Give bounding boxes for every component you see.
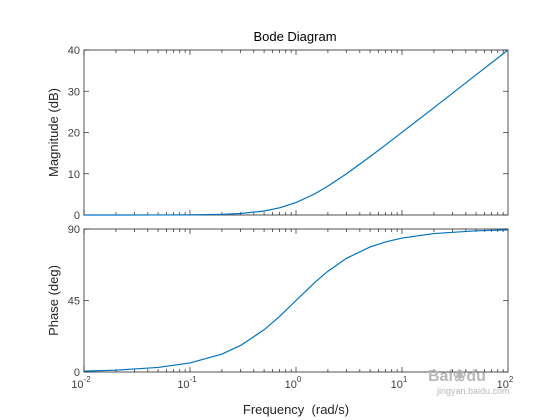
frequency-x-tick-label: 10-1 xyxy=(177,375,197,391)
watermark-brand: Bai❀du xyxy=(428,368,486,385)
magnitude-axis-label: Magnitude (dB) xyxy=(46,88,61,177)
phase-ticks: 0 45 90 10-2 10-1 100 101 102 xyxy=(68,224,514,391)
magnitude-y-tick-label: 10 xyxy=(68,169,80,181)
frequency-axis-label: Frequency (rad/s) xyxy=(243,402,349,417)
watermark-paw-icon: ❀ xyxy=(453,368,466,385)
magnitude-axes-frame xyxy=(83,49,509,216)
phase-y-tick-label: 90 xyxy=(68,224,80,236)
frequency-x-tick-label: 100 xyxy=(285,375,302,391)
chart-title: Bode Diagram xyxy=(253,29,336,44)
magnitude-series-line xyxy=(84,49,509,216)
frequency-x-tick-label: 102 xyxy=(497,375,514,391)
phase-y-tick-label: 0 xyxy=(74,367,80,379)
phase-axis-label: Phase (deg) xyxy=(46,265,61,336)
phase-plot: 0 45 90 10-2 10-1 100 101 102 Phase (deg) xyxy=(46,224,514,391)
frequency-x-tick-label: 101 xyxy=(391,375,408,391)
phase-series xyxy=(83,229,509,372)
magnitude-series xyxy=(84,49,509,216)
frequency-x-tick-label: 10-2 xyxy=(71,375,91,391)
magnitude-y-tick-label: 20 xyxy=(68,128,80,140)
watermark-site: jingyan.baidu.com xyxy=(436,386,510,396)
magnitude-ticks: 0 10 20 30 40 xyxy=(68,45,508,222)
phase-y-tick-label: 45 xyxy=(68,296,80,308)
magnitude-plot: 0 10 20 30 40 Magnitude (dB) xyxy=(46,45,509,222)
phase-series-line xyxy=(83,229,509,372)
magnitude-y-tick-label: 0 xyxy=(74,210,80,222)
magnitude-y-tick-label: 30 xyxy=(68,86,80,98)
magnitude-y-tick-label: 40 xyxy=(68,45,80,57)
watermark: Bai❀du jingyan.baidu.com xyxy=(428,368,510,396)
